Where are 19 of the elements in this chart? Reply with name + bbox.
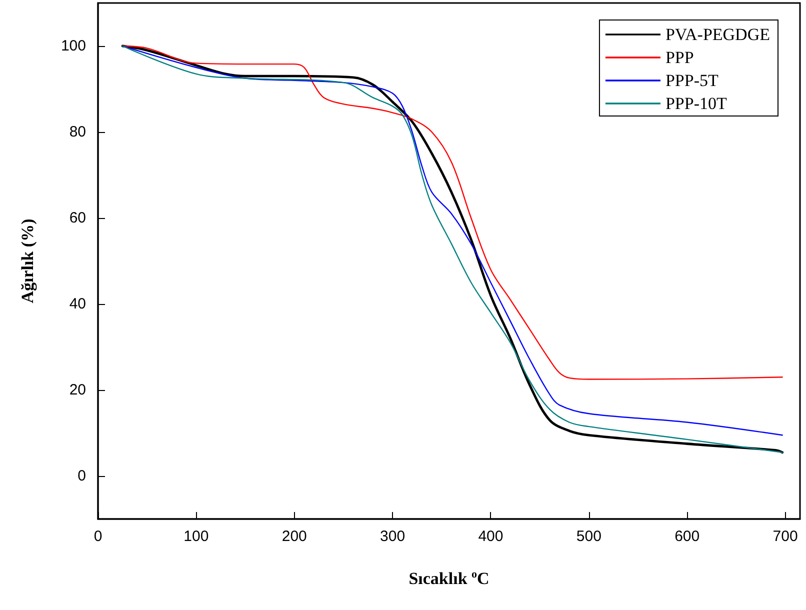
legend-label: PPP-5T <box>665 71 719 90</box>
x-tick-label: 700 <box>772 528 798 545</box>
x-tick-label: 0 <box>94 528 102 545</box>
x-tick-label: 200 <box>282 528 307 545</box>
x-tick-label: 100 <box>184 528 209 545</box>
x-tick-label: 600 <box>674 528 700 545</box>
legend-label: PPP <box>665 48 694 67</box>
y-tick-label: 100 <box>60 38 86 54</box>
x-tick-label: 400 <box>478 528 504 545</box>
y-tick-label: 0 <box>78 468 86 484</box>
y-tick-label: 80 <box>69 124 86 140</box>
y-tick-label: 40 <box>69 296 86 312</box>
x-tick-label: 300 <box>380 528 406 545</box>
y-axis-title: Ağırlık (%) <box>18 218 37 304</box>
legend-label: PVA-PEGDGE <box>665 25 770 44</box>
legend-label: PPP-10T <box>665 94 728 113</box>
y-tick-label: 60 <box>69 210 86 226</box>
x-tick-label: 500 <box>576 528 602 545</box>
y-tick-label: 20 <box>69 382 86 398</box>
